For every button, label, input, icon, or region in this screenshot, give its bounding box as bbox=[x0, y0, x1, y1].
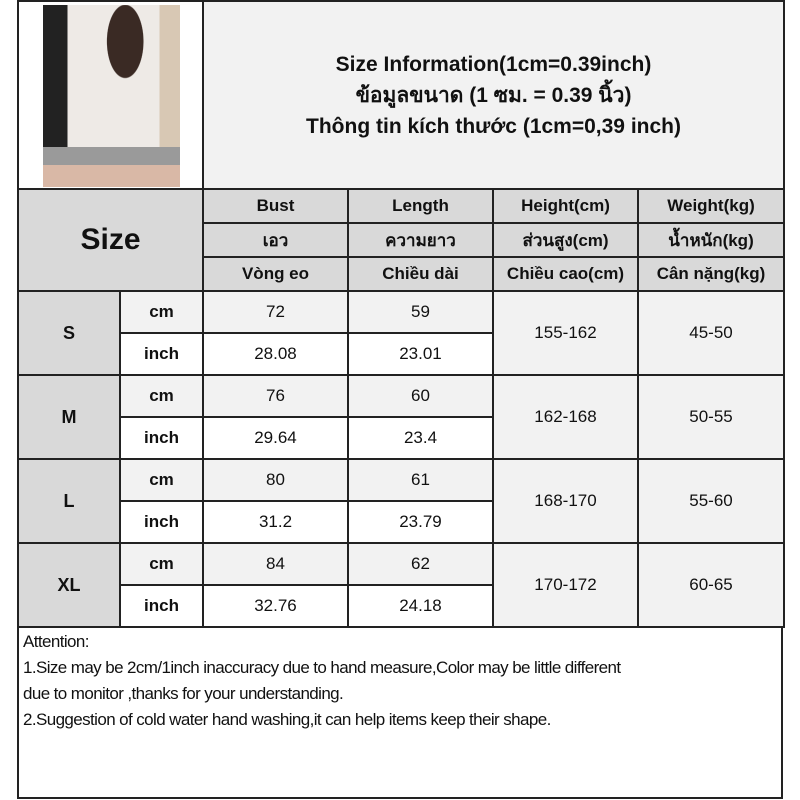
header-weight: Weight(kg) bbox=[636, 188, 786, 224]
weight-range: 50-55 bbox=[636, 374, 786, 460]
length-cm: 62 bbox=[347, 542, 494, 586]
bust-inch: 28.08 bbox=[202, 332, 349, 376]
title-english: Size Information(1cm=0.39inch) bbox=[335, 52, 652, 76]
length-cm: 61 bbox=[347, 458, 494, 502]
header-weight-vi: Cân nặng(kg) bbox=[636, 256, 786, 292]
size-chart-table: Size Information(1cm=0.39inch) ข้อมูลขนา… bbox=[17, 0, 786, 628]
attention-notes: Attention: 1.Size may be 2cm/1inch inacc… bbox=[17, 627, 783, 799]
weight-range: 45-50 bbox=[636, 290, 786, 376]
unit-cm: cm bbox=[119, 290, 204, 334]
bust-inch: 31.2 bbox=[202, 500, 349, 544]
header-height-thai: ส่วนสูง(cm) bbox=[492, 222, 639, 258]
length-inch: 23.79 bbox=[347, 500, 494, 544]
bust-cm: 80 bbox=[202, 458, 349, 502]
size-row-inch: inch 32.76 24.18 bbox=[18, 584, 784, 628]
size-label: M bbox=[17, 374, 121, 460]
title-thai: ข้อมูลขนาด (1 ซม. = 0.39 นิ้ว) bbox=[355, 83, 632, 107]
bust-cm: 76 bbox=[202, 374, 349, 418]
photo-cell bbox=[17, 0, 204, 190]
size-row-cm: XL cm 84 62 170-172 60-65 bbox=[17, 542, 786, 628]
header-bust-thai: เอว bbox=[202, 222, 349, 258]
bust-cm: 72 bbox=[202, 290, 349, 334]
weight-range: 60-65 bbox=[636, 542, 786, 628]
size-row-cm: M cm 76 60 162-168 50-55 bbox=[17, 374, 786, 460]
header-length-vi: Chiều dài bbox=[347, 256, 494, 292]
unit-inch: inch bbox=[119, 416, 204, 460]
header-length: Length bbox=[347, 188, 494, 224]
header-bust: Bust bbox=[202, 188, 349, 224]
notes-heading: Attention: bbox=[23, 632, 89, 651]
height-range: 170-172 bbox=[492, 542, 639, 628]
height-range: 168-170 bbox=[492, 458, 639, 544]
height-range: 162-168 bbox=[492, 374, 639, 460]
bust-cm: 84 bbox=[202, 542, 349, 586]
size-row-cm: L cm 80 61 168-170 55-60 bbox=[17, 458, 786, 544]
size-row-inch: inch 31.2 23.79 bbox=[18, 500, 784, 544]
length-cm: 59 bbox=[347, 290, 494, 334]
note-1-cont: due to monitor ,thanks for your understa… bbox=[23, 684, 344, 703]
header-weight-thai: น้ำหนัก(kg) bbox=[636, 222, 786, 258]
length-inch: 23.4 bbox=[347, 416, 494, 460]
size-info-title: Size Information(1cm=0.39inch) ข้อมูลขนา… bbox=[201, 0, 786, 190]
unit-cm: cm bbox=[119, 458, 204, 502]
header-bust-vi: Vòng eo bbox=[202, 256, 349, 292]
size-label: L bbox=[17, 458, 121, 544]
height-range: 155-162 bbox=[492, 290, 639, 376]
size-row-cm: S cm 72 59 155-162 45-50 bbox=[17, 290, 786, 376]
note-1: 1.Size may be 2cm/1inch inaccuracy due t… bbox=[23, 658, 621, 677]
size-header: Size bbox=[17, 188, 204, 292]
length-inch: 23.01 bbox=[347, 332, 494, 376]
unit-inch: inch bbox=[119, 332, 204, 376]
unit-inch: inch bbox=[119, 500, 204, 544]
size-label: S bbox=[17, 290, 121, 376]
unit-cm: cm bbox=[119, 374, 204, 418]
title-vietnamese: Thông tin kích thước (1cm=0,39 inch) bbox=[306, 114, 681, 138]
header-height-vi: Chiều cao(cm) bbox=[492, 256, 639, 292]
size-label: XL bbox=[17, 542, 121, 628]
size-row-inch: inch 28.08 23.01 bbox=[18, 332, 784, 376]
bust-inch: 32.76 bbox=[202, 584, 349, 628]
product-photo bbox=[43, 5, 180, 187]
unit-inch: inch bbox=[119, 584, 204, 628]
unit-cm: cm bbox=[119, 542, 204, 586]
size-row-inch: inch 29.64 23.4 bbox=[18, 416, 784, 460]
weight-range: 55-60 bbox=[636, 458, 786, 544]
note-2: 2.Suggestion of cold water hand washing,… bbox=[23, 710, 551, 729]
bust-inch: 29.64 bbox=[202, 416, 349, 460]
length-inch: 24.18 bbox=[347, 584, 494, 628]
length-cm: 60 bbox=[347, 374, 494, 418]
header-height: Height(cm) bbox=[492, 188, 639, 224]
header-length-thai: ความยาว bbox=[347, 222, 494, 258]
